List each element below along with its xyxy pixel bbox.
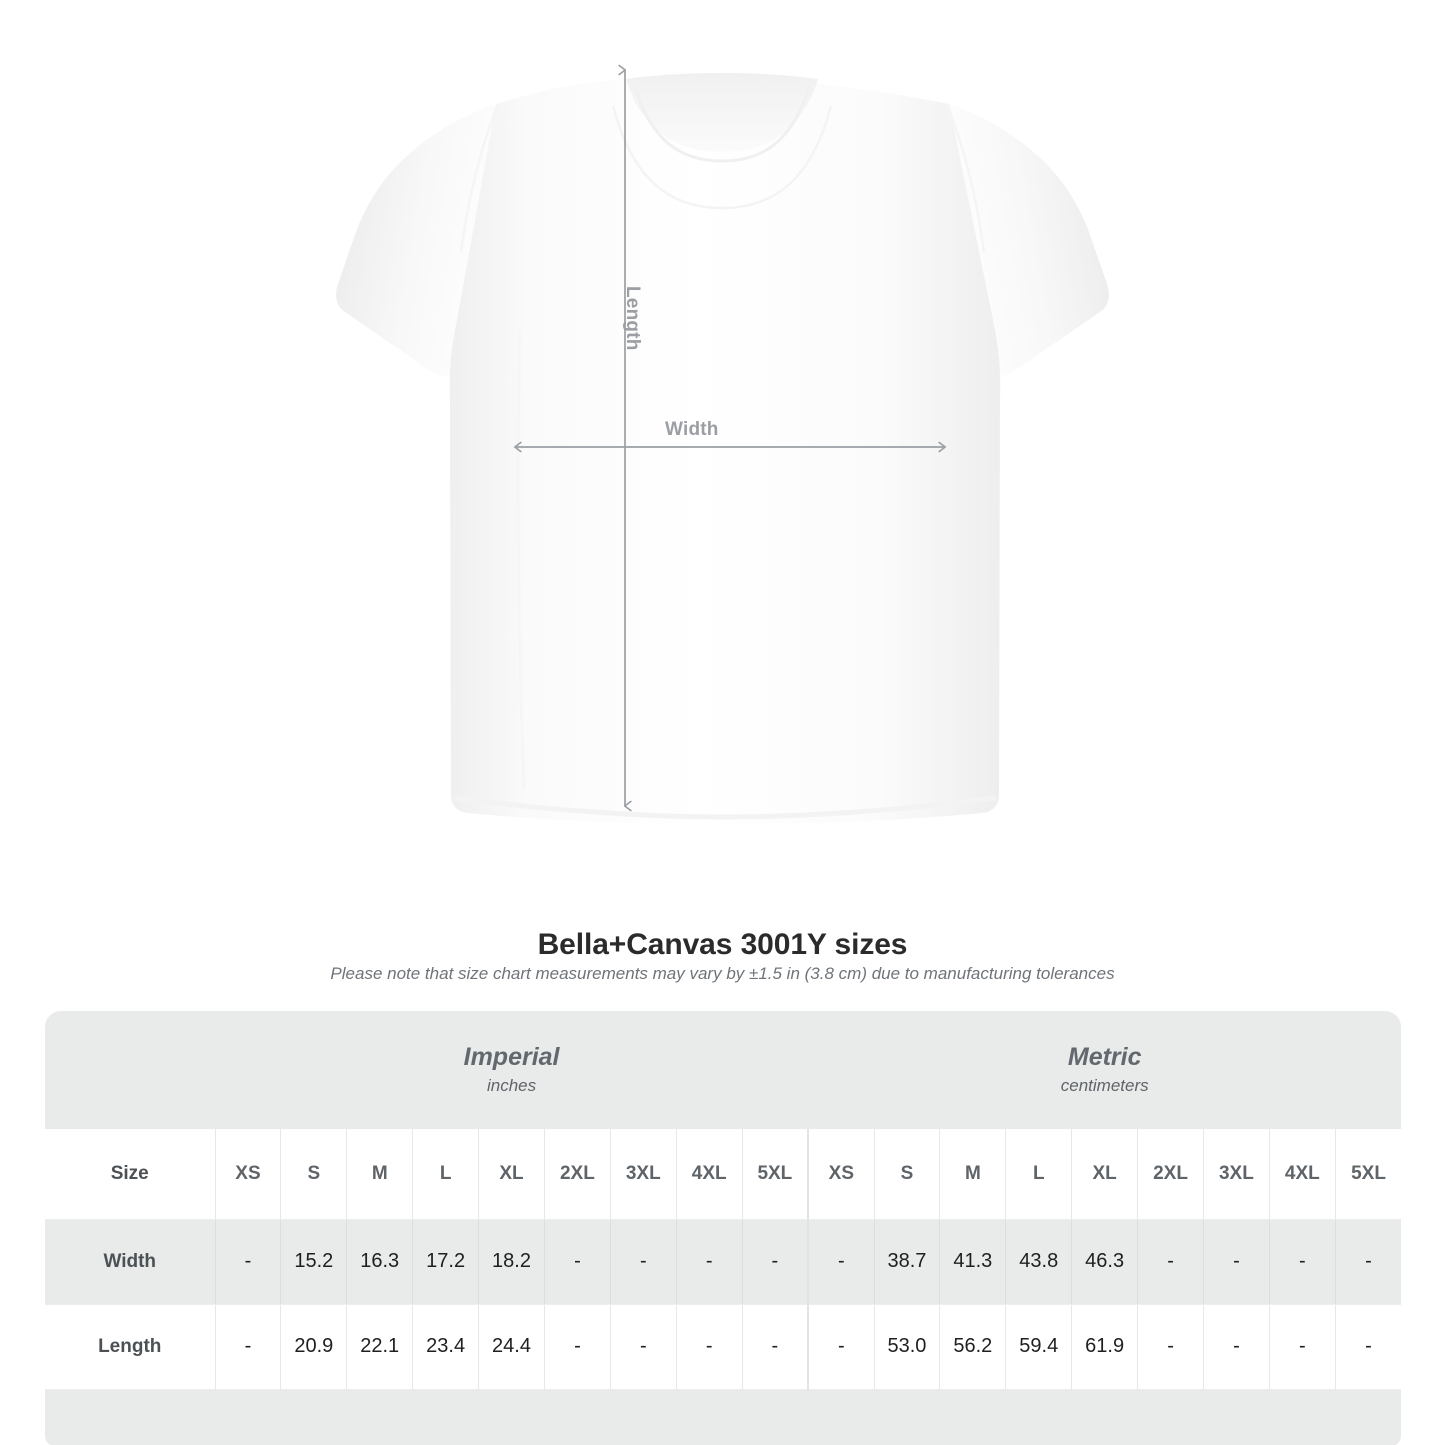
- header-cell-metric-2xl: 2XL: [1137, 1129, 1204, 1220]
- table-footer-right: [1335, 1389, 1402, 1445]
- width-dimension-label: Width: [665, 419, 719, 440]
- table-footer-middle: [215, 1389, 1336, 1445]
- cell-length-imperial-3xl: -: [610, 1304, 677, 1390]
- size-chart-table-container: Imperial inches Metric centimeters Size …: [45, 1011, 1402, 1445]
- header-cell-imperial-s: S: [280, 1129, 348, 1220]
- unit-sub-metric: centimeters: [1060, 1075, 1149, 1095]
- cell-width-metric-2xl: -: [1137, 1219, 1204, 1305]
- unit-banner-spacer: [45, 1011, 215, 1129]
- cell-length-metric-4xl: -: [1269, 1304, 1336, 1390]
- cell-width-metric-xs: -: [808, 1219, 875, 1305]
- cell-length-metric-3xl: -: [1203, 1304, 1270, 1390]
- cell-length-imperial-l: 23.4: [412, 1304, 480, 1390]
- tshirt-left-shoulder-seam: [459, 106, 499, 253]
- unit-banner-imperial: Imperial inches: [215, 1011, 809, 1129]
- tshirt-diagram: [336, 64, 1109, 824]
- tshirt-hem-shadow: [454, 795, 997, 820]
- cell-width-imperial-m: 16.3: [346, 1219, 414, 1305]
- table-footer-left: [45, 1389, 215, 1445]
- header-cell-metric-s: S: [874, 1129, 941, 1220]
- header-cell-imperial-l: L: [412, 1129, 480, 1220]
- cell-width-metric-l: 43.8: [1005, 1219, 1073, 1305]
- length-dimension-label: Length: [622, 286, 643, 351]
- cell-length-imperial-xs: -: [215, 1304, 282, 1390]
- cell-width-metric-4xl: -: [1269, 1219, 1336, 1305]
- cell-width-metric-3xl: -: [1203, 1219, 1270, 1305]
- row-label-width: Width: [45, 1219, 216, 1305]
- table-footer-strip: [45, 1389, 1402, 1445]
- cell-width-metric-s: 38.7: [874, 1219, 941, 1305]
- cell-length-metric-m: 56.2: [939, 1304, 1007, 1390]
- cell-length-metric-xs: -: [808, 1304, 875, 1390]
- header-cell-metric-l: L: [1005, 1129, 1073, 1220]
- header-cell-imperial-4xl: 4XL: [676, 1129, 743, 1220]
- cell-length-metric-s: 53.0: [874, 1304, 941, 1390]
- tshirt-fold-left: [516, 329, 526, 791]
- cell-length-imperial-4xl: -: [676, 1304, 743, 1390]
- header-cell-metric-4xl: 4XL: [1269, 1129, 1336, 1220]
- header-cell-metric-m: M: [939, 1129, 1007, 1220]
- tshirt-left-sleeve: [336, 104, 496, 376]
- unit-sub-imperial: inches: [486, 1075, 537, 1095]
- header-cell-imperial-m: M: [346, 1129, 414, 1220]
- cell-length-metric-xl: 61.9: [1071, 1304, 1139, 1390]
- cell-length-imperial-m: 22.1: [346, 1304, 414, 1390]
- header-cell-metric-xl: XL: [1071, 1129, 1139, 1220]
- header-cell-imperial-3xl: 3XL: [610, 1129, 677, 1220]
- unit-name-imperial: Imperial: [463, 1042, 560, 1071]
- table-row-width: Width - 15.2 16.3 17.2 18.2 - - - - - 38…: [45, 1219, 1402, 1305]
- header-cell-metric-5xl: 5XL: [1335, 1129, 1402, 1220]
- cell-width-imperial-2xl: -: [544, 1219, 611, 1305]
- product-illustration: Length Width: [336, 64, 1109, 824]
- tshirt-fold-right: [920, 329, 930, 791]
- cell-length-imperial-5xl: -: [742, 1304, 810, 1390]
- header-cell-metric-xs: XS: [808, 1129, 875, 1220]
- cell-width-imperial-5xl: -: [742, 1219, 810, 1305]
- cell-length-imperial-s: 20.9: [280, 1304, 348, 1390]
- tshirt-collar-inner-edge: [633, 86, 811, 163]
- page-title: Bella+Canvas 3001Y sizes: [537, 928, 908, 961]
- row-label-length: Length: [45, 1304, 216, 1390]
- cell-width-imperial-l: 17.2: [412, 1219, 480, 1305]
- tshirt-right-shoulder-seam: [946, 106, 986, 253]
- header-cell-imperial-2xl: 2XL: [544, 1129, 611, 1220]
- tshirt-collar-seam: [611, 105, 833, 210]
- size-chart-table: Imperial inches Metric centimeters Size …: [45, 1011, 1402, 1445]
- cell-width-metric-m: 41.3: [939, 1219, 1007, 1305]
- cell-length-metric-2xl: -: [1137, 1304, 1204, 1390]
- header-cell-imperial-xs: XS: [215, 1129, 282, 1220]
- cell-length-imperial-xl: 24.4: [478, 1304, 545, 1390]
- header-cell-size: Size: [45, 1129, 216, 1220]
- cell-length-imperial-2xl: -: [544, 1304, 611, 1390]
- unit-banner-row: Imperial inches Metric centimeters: [45, 1011, 1402, 1129]
- cell-width-imperial-3xl: -: [610, 1219, 677, 1305]
- cell-width-imperial-xl: 18.2: [478, 1219, 545, 1305]
- cell-length-metric-5xl: -: [1335, 1304, 1402, 1390]
- header-cell-imperial-xl: XL: [478, 1129, 545, 1220]
- size-header-row: Size XS S M L XL 2XL 3XL 4XL 5XL XS S M …: [45, 1129, 1402, 1220]
- cell-length-metric-l: 59.4: [1005, 1304, 1073, 1390]
- cell-width-metric-5xl: -: [1335, 1219, 1402, 1305]
- header-cell-metric-3xl: 3XL: [1203, 1129, 1270, 1220]
- cell-width-imperial-s: 15.2: [280, 1219, 348, 1305]
- cell-width-metric-xl: 46.3: [1071, 1219, 1139, 1305]
- unit-banner-metric: Metric centimeters: [808, 1011, 1402, 1129]
- header-cell-imperial-5xl: 5XL: [742, 1129, 810, 1220]
- tshirt-body: [449, 76, 1001, 824]
- table-row-length: Length - 20.9 22.1 23.4 24.4 - - - - - 5…: [45, 1304, 1402, 1390]
- tshirt-collar: [626, 73, 818, 152]
- tolerance-note: Please note that size chart measurements…: [330, 964, 1115, 983]
- unit-name-metric: Metric: [1067, 1042, 1142, 1071]
- cell-width-imperial-xs: -: [215, 1219, 282, 1305]
- cell-width-imperial-4xl: -: [676, 1219, 743, 1305]
